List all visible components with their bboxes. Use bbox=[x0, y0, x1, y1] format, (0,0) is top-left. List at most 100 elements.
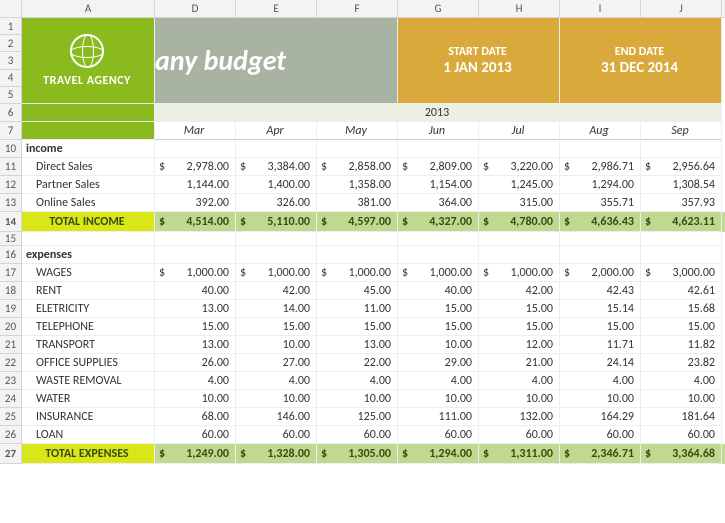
cell[interactable] bbox=[641, 232, 722, 246]
start-date-cell[interactable]: START DATE1 JAN 2013 bbox=[398, 18, 560, 104]
row-header[interactable]: 12 bbox=[0, 176, 22, 194]
value-cell[interactable]: 10.00 bbox=[236, 336, 317, 354]
value-cell[interactable]: 15.00 bbox=[236, 318, 317, 336]
value-cell[interactable]: 125.00 bbox=[317, 408, 398, 426]
value-cell[interactable]: 29.00 bbox=[398, 354, 479, 372]
value-cell[interactable]: 164.29 bbox=[560, 408, 641, 426]
row-label[interactable]: Direct Sales bbox=[22, 158, 155, 176]
total-cell[interactable]: $4,780.00 bbox=[479, 212, 560, 232]
value-cell[interactable]: 15.00 bbox=[479, 300, 560, 318]
value-cell[interactable]: 15.00 bbox=[155, 318, 236, 336]
value-cell[interactable]: $2,978.00 bbox=[155, 158, 236, 176]
value-cell[interactable]: 40.00 bbox=[398, 282, 479, 300]
value-cell[interactable]: 27.00 bbox=[236, 354, 317, 372]
row-header[interactable]: 14 bbox=[0, 212, 22, 232]
row-header[interactable]: 17 bbox=[0, 264, 22, 282]
cell[interactable] bbox=[317, 232, 398, 246]
value-cell[interactable]: 10.00 bbox=[398, 336, 479, 354]
value-cell[interactable]: 10.00 bbox=[479, 390, 560, 408]
value-cell[interactable]: 23.82 bbox=[641, 354, 722, 372]
value-cell[interactable]: 15.00 bbox=[560, 318, 641, 336]
column-header[interactable]: G bbox=[398, 0, 479, 17]
value-cell[interactable]: 15.00 bbox=[398, 318, 479, 336]
expenses-section-label[interactable]: expenses bbox=[22, 246, 155, 264]
value-cell[interactable]: 68.00 bbox=[155, 408, 236, 426]
row-header[interactable]: 13 bbox=[0, 194, 22, 212]
value-cell[interactable]: 10.00 bbox=[398, 390, 479, 408]
month-header[interactable]: Apr bbox=[236, 122, 317, 140]
value-cell[interactable]: $2,986.71 bbox=[560, 158, 641, 176]
cell[interactable] bbox=[398, 246, 479, 264]
total-income-label[interactable]: TOTAL INCOME bbox=[22, 212, 155, 232]
row-header[interactable]: 23 bbox=[0, 372, 22, 390]
value-cell[interactable]: 60.00 bbox=[236, 426, 317, 444]
agency-logo-cell[interactable]: TRAVEL AGENCY bbox=[22, 18, 155, 104]
month-header[interactable]: May bbox=[317, 122, 398, 140]
value-cell[interactable]: 315.00 bbox=[479, 194, 560, 212]
row-header[interactable]: 27 bbox=[0, 444, 22, 464]
cell[interactable] bbox=[317, 140, 398, 158]
month-header[interactable]: Mar bbox=[155, 122, 236, 140]
value-cell[interactable]: 4.00 bbox=[479, 372, 560, 390]
value-cell[interactable]: 4.00 bbox=[398, 372, 479, 390]
value-cell[interactable]: 26.00 bbox=[155, 354, 236, 372]
income-section-label[interactable]: income bbox=[22, 140, 155, 158]
total-cell[interactable]: $1,305.00 bbox=[317, 444, 398, 464]
row-header[interactable]: 25 bbox=[0, 408, 22, 426]
value-cell[interactable]: 15.00 bbox=[479, 318, 560, 336]
value-cell[interactable]: 15.00 bbox=[317, 318, 398, 336]
value-cell[interactable]: 42.00 bbox=[479, 282, 560, 300]
value-cell[interactable]: 1,400.00 bbox=[236, 176, 317, 194]
value-cell[interactable]: 355.71 bbox=[560, 194, 641, 212]
value-cell[interactable]: 42.00 bbox=[236, 282, 317, 300]
row-header[interactable]: 6 bbox=[0, 104, 22, 122]
value-cell[interactable]: 42.43 bbox=[560, 282, 641, 300]
value-cell[interactable]: 14.00 bbox=[236, 300, 317, 318]
column-header[interactable]: A bbox=[22, 0, 155, 17]
row-header[interactable]: 7 bbox=[0, 122, 22, 140]
total-cell[interactable]: $1,328.00 bbox=[236, 444, 317, 464]
column-header[interactable]: J bbox=[641, 0, 722, 17]
total-expenses-label[interactable]: TOTAL EXPENSES bbox=[22, 444, 155, 464]
row-label[interactable]: OFFICE SUPPLIES bbox=[22, 354, 155, 372]
value-cell[interactable]: 1,154.00 bbox=[398, 176, 479, 194]
cell[interactable] bbox=[560, 140, 641, 158]
value-cell[interactable]: 13.00 bbox=[317, 336, 398, 354]
cell[interactable] bbox=[479, 232, 560, 246]
cell[interactable] bbox=[22, 122, 155, 140]
value-cell[interactable]: 326.00 bbox=[236, 194, 317, 212]
value-cell[interactable]: $3,220.00 bbox=[479, 158, 560, 176]
total-cell[interactable]: $4,597.00 bbox=[317, 212, 398, 232]
value-cell[interactable]: 4.00 bbox=[236, 372, 317, 390]
month-header[interactable]: Jun bbox=[398, 122, 479, 140]
value-cell[interactable]: 60.00 bbox=[155, 426, 236, 444]
row-header[interactable]: 2 bbox=[0, 35, 22, 52]
month-header[interactable]: Aug bbox=[560, 122, 641, 140]
value-cell[interactable]: $3,000.00 bbox=[641, 264, 722, 282]
cell[interactable] bbox=[641, 140, 722, 158]
value-cell[interactable]: 1,245.00 bbox=[479, 176, 560, 194]
total-cell[interactable]: $4,636.43 bbox=[560, 212, 641, 232]
value-cell[interactable]: 21.00 bbox=[479, 354, 560, 372]
value-cell[interactable]: 392.00 bbox=[155, 194, 236, 212]
total-cell[interactable]: $5,110.00 bbox=[236, 212, 317, 232]
value-cell[interactable]: 13.00 bbox=[155, 336, 236, 354]
row-header[interactable]: 5 bbox=[0, 87, 22, 104]
value-cell[interactable]: 4.00 bbox=[560, 372, 641, 390]
value-cell[interactable]: 15.00 bbox=[641, 318, 722, 336]
value-cell[interactable]: $1,000.00 bbox=[479, 264, 560, 282]
row-label[interactable]: INSURANCE bbox=[22, 408, 155, 426]
row-header[interactable]: 4 bbox=[0, 70, 22, 87]
row-header[interactable]: 1 bbox=[0, 18, 22, 35]
cell[interactable] bbox=[155, 232, 236, 246]
total-cell[interactable]: $2,346.71 bbox=[560, 444, 641, 464]
end-date-cell[interactable]: END DATE31 DEC 2014 bbox=[560, 18, 722, 104]
row-header[interactable]: 26 bbox=[0, 426, 22, 444]
value-cell[interactable]: 10.00 bbox=[641, 390, 722, 408]
value-cell[interactable]: 11.00 bbox=[317, 300, 398, 318]
row-header[interactable]: 20 bbox=[0, 318, 22, 336]
cell[interactable] bbox=[236, 232, 317, 246]
cell[interactable] bbox=[317, 246, 398, 264]
row-label[interactable]: WATER bbox=[22, 390, 155, 408]
row-label[interactable]: Online Sales bbox=[22, 194, 155, 212]
